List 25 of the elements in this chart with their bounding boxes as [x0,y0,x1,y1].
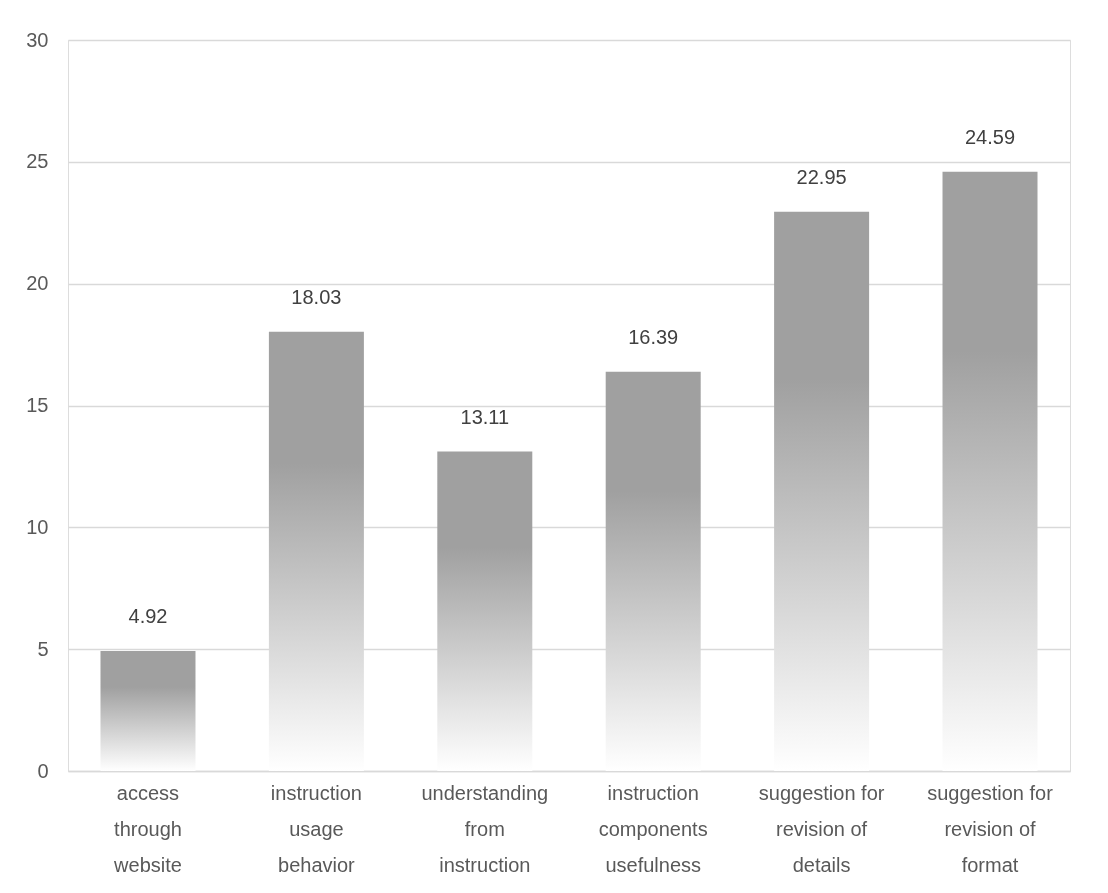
y-tick-label: 25 [26,150,49,173]
y-tick-label: 10 [26,515,49,538]
y-tick-label: 30 [26,28,49,51]
y-tick-label: 15 [26,394,49,416]
x-tick-label: suggestion for revision of details [758,781,885,876]
bar [942,171,1038,771]
x-tick-label: understanding from instruction [421,781,549,876]
data-label: 4.92 [128,605,168,628]
x-tick-label: suggestion for revision of format [927,781,1054,876]
bar [437,451,533,771]
data-label: 13.11 [460,405,510,428]
bar [774,211,870,771]
data-label: 18.03 [291,285,342,308]
data-label: 16.39 [628,325,679,348]
y-tick-label: 20 [26,272,49,295]
bar [268,331,364,771]
bar [605,371,701,771]
x-tick-label: instruction usage behavior [270,781,362,876]
x-tick-label: access through website [113,781,182,876]
y-tick-label: 5 [37,637,49,660]
data-label: 24.59 [964,125,1016,148]
bar [100,651,196,771]
data-label: 22.95 [796,165,847,188]
y-tick-label: 0 [37,759,49,782]
x-tick-label: instruction components usefulness [598,781,708,876]
